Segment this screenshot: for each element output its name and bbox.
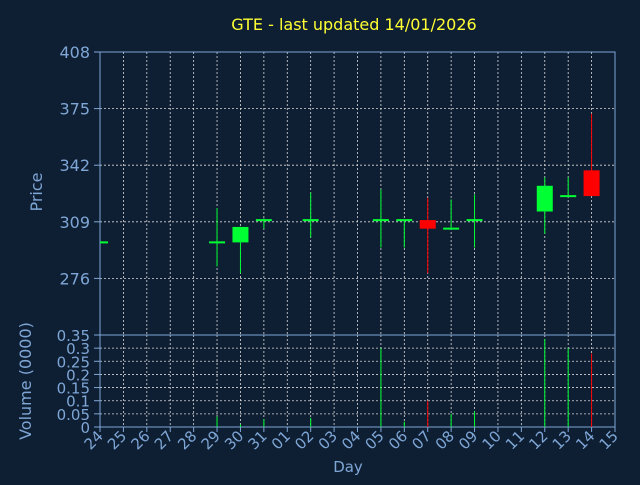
price-axis-label: Price — [27, 172, 46, 211]
day-tick-label: 26 — [127, 427, 153, 453]
candle-12 — [536, 177, 553, 234]
x-axis-label: Day — [333, 458, 363, 476]
day-tick-label: 07 — [408, 427, 434, 453]
price-tick-label: 375 — [59, 100, 90, 119]
day-tick-label: 30 — [221, 427, 247, 453]
day-tick-label: 14 — [572, 427, 598, 453]
candle-body — [419, 220, 436, 229]
candle-29 — [209, 208, 226, 267]
candle-body — [536, 185, 553, 212]
candle-06 — [396, 219, 413, 248]
volume-bars — [216, 338, 593, 427]
day-tick-labels: 2425262728293031010203040506070809101112… — [81, 427, 622, 453]
day-tick-label: 12 — [525, 427, 551, 453]
price-tick-label: 309 — [59, 213, 90, 232]
candle-14 — [583, 113, 600, 197]
day-tick-label: 04 — [338, 427, 364, 453]
day-tick-label: 08 — [432, 427, 458, 453]
day-tick-label: 27 — [151, 427, 177, 453]
volume-tick-label: 0 — [80, 419, 90, 437]
candlestick-series — [100, 113, 600, 274]
candle-02 — [302, 192, 319, 238]
day-tick-label: 15 — [596, 427, 622, 453]
price-tick-label: 342 — [59, 156, 90, 175]
volume-tick-label: 0.25 — [57, 353, 90, 371]
price-tick-label: 408 — [59, 43, 90, 62]
volume-gridlines — [99, 334, 616, 428]
volume-tick-label: 0.15 — [57, 380, 90, 398]
volume-tick-label: 0.35 — [57, 327, 90, 345]
day-tick-label: 29 — [198, 427, 224, 453]
volume-tick-label: 0.2 — [66, 366, 90, 384]
candle-30 — [232, 226, 249, 274]
day-tick-label: 28 — [174, 427, 200, 453]
candle-body — [583, 170, 600, 197]
volume-tick-labels: 0.350.30.250.20.150.10.050 — [57, 327, 100, 437]
candle-09 — [466, 194, 483, 248]
candle-08 — [443, 199, 460, 230]
chart-title: GTE - last updated 14/01/2026 — [231, 15, 476, 34]
price-tick-label: 276 — [59, 269, 90, 288]
day-tick-label: 31 — [244, 427, 270, 453]
day-tick-label: 13 — [549, 427, 575, 453]
candle-07 — [419, 197, 436, 274]
day-tick-label: 06 — [385, 427, 411, 453]
volume-tick-label: 0.3 — [66, 340, 90, 358]
candle-05 — [372, 189, 389, 248]
day-tick-label: 25 — [104, 427, 130, 453]
day-tick-label: 03 — [315, 427, 341, 453]
day-tick-label: 11 — [502, 427, 528, 453]
day-tick-label: 10 — [479, 427, 505, 453]
volume-tick-label: 0.1 — [66, 393, 90, 411]
day-tick-label: 02 — [291, 427, 317, 453]
day-tick-label: 01 — [268, 427, 294, 453]
volume-axis-label: Volume (0000) — [16, 322, 35, 440]
price-tick-labels: 408 375 342 309 276 — [59, 43, 100, 288]
candle-13 — [560, 177, 577, 198]
volume-tick-label: 0.05 — [57, 406, 90, 424]
day-tick-label: 05 — [362, 427, 388, 453]
day-tick-label: 09 — [455, 427, 481, 453]
candle-body — [232, 226, 249, 243]
candle-31 — [255, 218, 272, 229]
